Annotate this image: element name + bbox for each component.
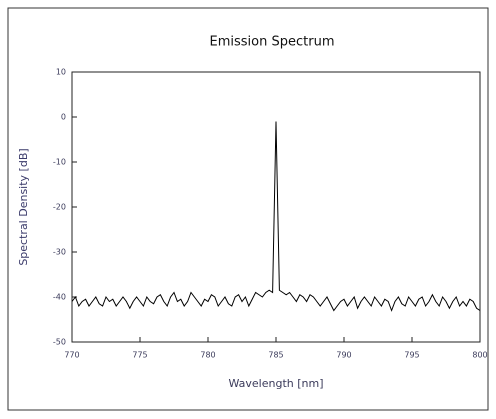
y-tick-label: -40 [53,293,66,302]
frame [7,7,489,411]
x-tick-label: 790 [336,351,351,360]
y-tick-label: -20 [53,203,66,212]
x-axis-label: Wavelength [nm] [228,377,323,390]
x-tick-label: 800 [472,351,487,360]
chart-title: Emission Spectrum [210,35,335,50]
spectrum-line [71,121,481,312]
x-tick-label: 785 [268,351,283,360]
y-tick-label: 10 [56,68,66,77]
y-tick-label: -50 [53,338,66,347]
x-tick-label: 775 [132,351,147,360]
y-tick-label: -10 [53,158,66,167]
x-tick-label: 795 [404,351,419,360]
y-tick-label: -30 [53,248,66,257]
y-tick-label: 0 [61,113,66,122]
y-axis-label: Spectral Density [dB] [17,148,30,265]
x-tick-label: 770 [64,351,79,360]
x-tick-label: 780 [200,351,215,360]
